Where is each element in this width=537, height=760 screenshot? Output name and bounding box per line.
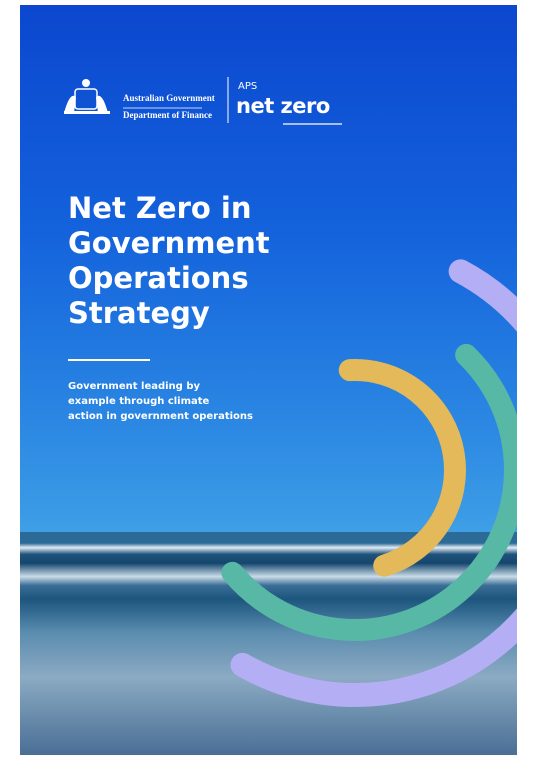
page: Australian Government Department of Fina…: [0, 0, 537, 760]
program-prefix: APS: [238, 81, 257, 92]
title-line: Strategy: [68, 296, 270, 331]
title-line: Government: [68, 226, 270, 261]
subtitle-line: example through climate: [68, 394, 253, 409]
program: net zero: [236, 94, 330, 118]
agency: Australian Government: [123, 93, 215, 103]
title-line: Operations: [68, 261, 270, 296]
subtitle-line: Government leading by: [68, 379, 253, 394]
coat-of-arms: [64, 79, 110, 114]
department: Department of Finance: [123, 110, 212, 120]
subtitle-line: action in government operations: [68, 409, 253, 424]
cover: Australian Government Department of Fina…: [20, 5, 517, 755]
title-line: Net Zero in: [68, 191, 270, 226]
